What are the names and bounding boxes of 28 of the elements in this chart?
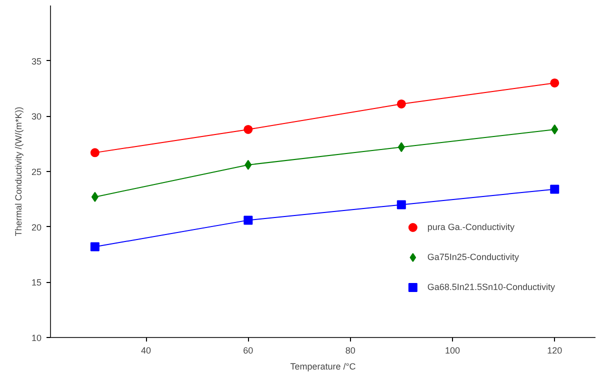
x-tick-label: 40	[141, 346, 152, 356]
y-axis-title: Thermal Conductivity /(W/(m*K))	[13, 106, 24, 236]
legend-label: Ga75In25-Conductivity	[427, 252, 519, 262]
point	[551, 124, 558, 134]
y-tick-label: 20	[31, 222, 42, 232]
point	[550, 78, 560, 88]
point	[398, 142, 405, 152]
point	[396, 100, 406, 108]
x-tick-label: 60	[243, 346, 254, 356]
x-tick-label: 120	[547, 346, 562, 356]
y-tick-label: 25	[31, 167, 42, 177]
x-axis-title: Temperature /°C	[290, 362, 356, 372]
point	[91, 192, 98, 202]
point	[90, 242, 100, 252]
x-tick-label: 100	[444, 346, 460, 356]
point	[244, 216, 253, 225]
legend-label: Ga68.5In21.5Sn10-Conductivity	[427, 282, 555, 292]
point	[90, 148, 100, 158]
y-tick-label: 15	[31, 278, 42, 288]
y-tick-label: 30	[31, 112, 42, 122]
y-tick-label: 10	[31, 333, 42, 343]
point	[550, 184, 560, 194]
point	[396, 200, 406, 210]
point	[244, 160, 252, 170]
point	[244, 124, 253, 134]
y-tick-label: 35	[31, 56, 42, 66]
legend-label: pura Ga.-Conductivity	[427, 222, 514, 232]
x-tick-label: 80	[345, 346, 356, 356]
